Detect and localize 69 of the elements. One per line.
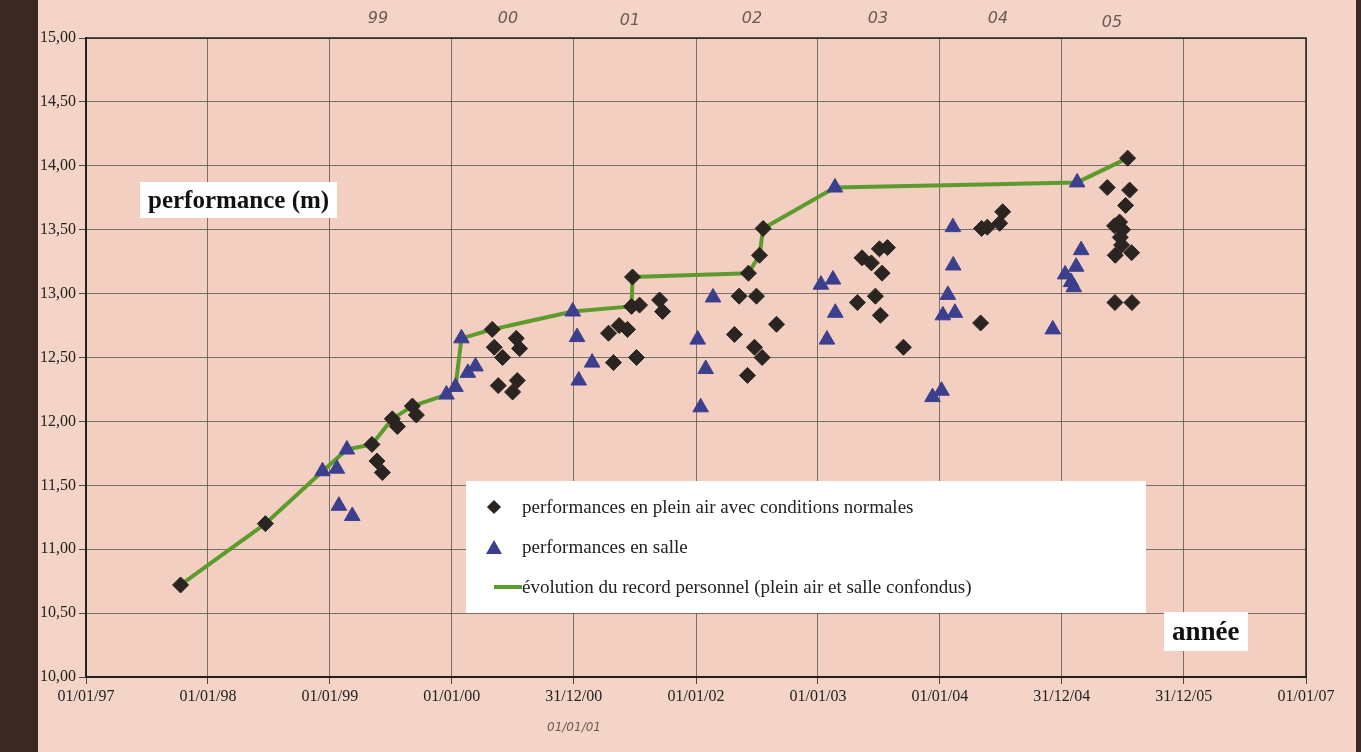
point xyxy=(1067,257,1085,272)
point xyxy=(812,275,830,290)
x-tick-label: 01/01/02 xyxy=(667,686,725,704)
x-tick-label: 01/01/98 xyxy=(179,686,237,704)
y-tick-label: 14,50 xyxy=(40,92,76,110)
point xyxy=(314,461,331,477)
x-tick-label: 31/12/00 xyxy=(545,686,603,704)
x-axis-title: année xyxy=(1164,612,1248,651)
legend-label: performances en plein air avec conditions normales xyxy=(522,496,914,518)
text: 05 xyxy=(1101,12,1123,31)
text: 00 xyxy=(497,8,519,27)
text: 99 xyxy=(367,8,389,27)
y-tick-label: 11,50 xyxy=(40,475,76,493)
text: 01/01/01 xyxy=(547,720,601,734)
point xyxy=(924,387,941,403)
point xyxy=(330,496,348,511)
x-tick-label: 31/12/05 xyxy=(1155,686,1213,704)
point xyxy=(1072,240,1090,256)
point xyxy=(939,285,957,300)
point xyxy=(568,327,586,343)
legend-label: évolution du record personnel (plein air et salle confondus) xyxy=(522,576,972,598)
point xyxy=(934,305,952,321)
y-tick-label: 10,50 xyxy=(40,603,76,621)
text: 04 xyxy=(987,8,1009,27)
point xyxy=(946,303,964,318)
point xyxy=(692,397,709,413)
y-tick-label: 10,00 xyxy=(40,667,76,685)
point xyxy=(1065,277,1083,293)
legend-label: performances en salle xyxy=(522,536,688,558)
y-tick-label: 13,50 xyxy=(40,219,76,237)
point xyxy=(570,371,588,386)
point xyxy=(704,287,722,303)
point xyxy=(824,270,842,285)
point xyxy=(343,506,361,521)
y-tick-label: 12,00 xyxy=(40,411,76,429)
x-tick-label: 01/01/97 xyxy=(57,686,115,704)
point xyxy=(689,330,706,345)
y-tick-label: 14,00 xyxy=(40,156,76,173)
point xyxy=(564,301,582,317)
point xyxy=(1068,172,1086,188)
y-tick-label: 13,00 xyxy=(40,283,76,301)
point xyxy=(438,385,455,400)
y-tick-label: 11,00 xyxy=(40,539,76,557)
point xyxy=(944,217,962,233)
point xyxy=(583,353,601,368)
x-tick-label: 31/12/04 xyxy=(1033,686,1091,704)
point xyxy=(697,359,714,374)
point xyxy=(933,381,950,396)
point xyxy=(338,440,356,455)
point xyxy=(944,255,962,271)
point xyxy=(453,328,470,344)
x-tick-label: 01/01/03 xyxy=(789,686,847,704)
point xyxy=(447,377,464,392)
point xyxy=(467,356,484,372)
x-tick-label: 01/01/00 xyxy=(423,686,481,704)
x-tick-label: 01/01/07 xyxy=(1277,686,1335,704)
point xyxy=(1044,319,1062,335)
text: 02 xyxy=(741,8,763,27)
point xyxy=(827,303,844,318)
text: 03 xyxy=(867,8,889,27)
point xyxy=(818,330,836,345)
point xyxy=(826,178,844,193)
x-tick-label: 01/01/99 xyxy=(301,686,359,704)
y-axis-title: performance (m) xyxy=(140,182,338,218)
y-tick-label: 12,50 xyxy=(40,347,76,365)
text: 01 xyxy=(619,10,641,29)
y-tick-label: 15,00 xyxy=(40,28,76,46)
x-tick-label: 01/01/04 xyxy=(911,686,969,704)
point xyxy=(328,459,346,474)
